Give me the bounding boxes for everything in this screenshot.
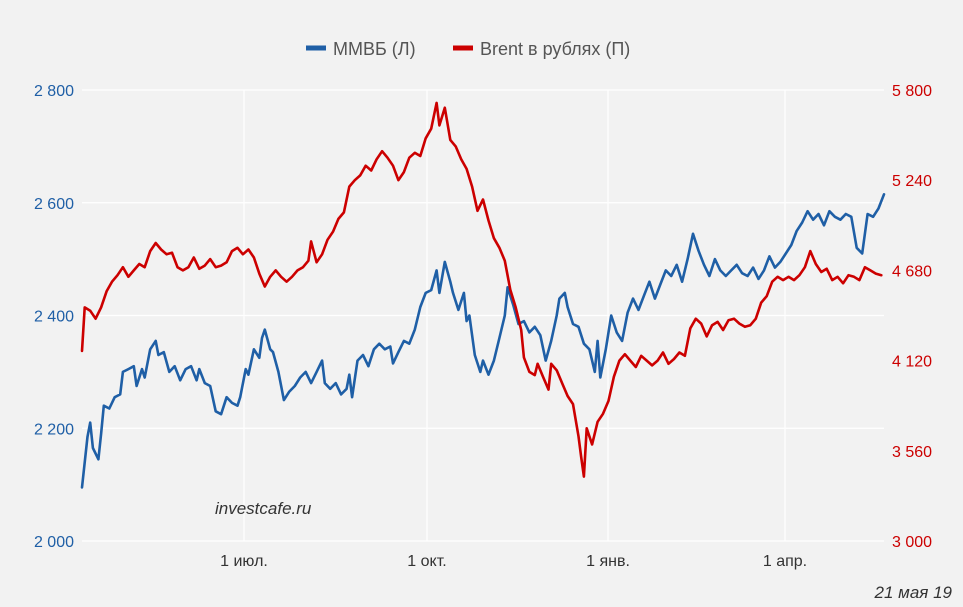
y-left-tick-label: 2 800 bbox=[34, 83, 74, 100]
y-right-tick-label: 3 000 bbox=[892, 534, 932, 551]
y-right-tick-label: 4 120 bbox=[892, 354, 932, 371]
y-right-tick-label: 5 800 bbox=[892, 83, 932, 100]
x-tick-label: 1 июл. bbox=[220, 553, 268, 570]
legend-label-2: Brent в рублях (П) bbox=[480, 39, 630, 59]
y-left-tick-label: 2 400 bbox=[34, 309, 74, 326]
legend-label-1: ММВБ (Л) bbox=[333, 39, 416, 59]
series-layer bbox=[80, 101, 886, 489]
x-tick-label: 1 апр. bbox=[763, 553, 807, 570]
axes: 2 000 2 200 2 400 2 600 2 800 3 000 3 560 4 120… bbox=[34, 83, 932, 570]
grid-lines bbox=[82, 89, 884, 542]
y-left-tick-label: 2 600 bbox=[34, 196, 74, 213]
watermark-text: investcafe.ru bbox=[215, 499, 312, 518]
legend: ММВБ (Л) Brent в рублях (П) bbox=[306, 39, 630, 59]
y-right-tick-label: 3 560 bbox=[892, 444, 932, 461]
x-tick-label: 1 янв. bbox=[586, 553, 630, 570]
date-stamp: 21 мая 19 bbox=[874, 583, 953, 602]
series-line-1 bbox=[80, 193, 886, 489]
x-tick-label: 1 окт. bbox=[407, 553, 446, 570]
y-left-tick-label: 2 000 bbox=[34, 534, 74, 551]
y-right-tick-label: 5 240 bbox=[892, 173, 932, 190]
y-right-tick-label: 4 680 bbox=[892, 263, 932, 280]
series-line-2 bbox=[80, 101, 883, 478]
y-left-tick-label: 2 200 bbox=[34, 421, 74, 438]
